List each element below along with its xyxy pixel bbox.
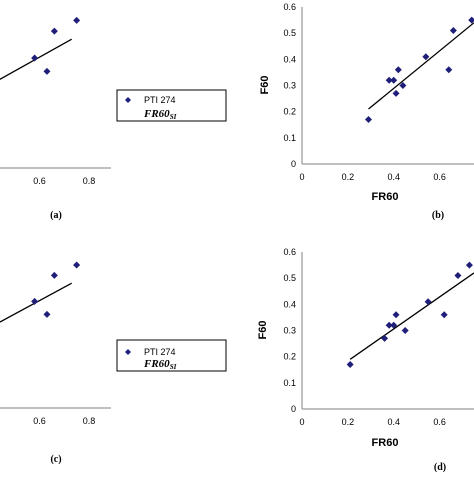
trendline — [349, 272, 474, 360]
x-tick-label: 0 — [299, 172, 304, 182]
panel-label-a: (a) — [50, 210, 62, 221]
data-point — [50, 27, 58, 35]
x-tick-label: 0.2 — [342, 417, 355, 427]
legend-marker-icon — [125, 97, 131, 103]
y-tick-label: 0 — [291, 404, 296, 414]
panel-label-c: (c) — [50, 454, 61, 465]
data-point — [385, 321, 393, 329]
y-tick-label: 0.2 — [283, 107, 296, 117]
x-tick-label: 0.4 — [387, 417, 400, 427]
data-point — [422, 53, 430, 61]
data-point — [73, 261, 81, 269]
data-point — [392, 89, 400, 97]
legend-bottom: PTI 274 FR60SI — [116, 339, 227, 372]
data-point — [468, 16, 474, 24]
data-point — [43, 310, 51, 318]
y-tick-label: 0.6 — [283, 2, 296, 12]
chart-panel-c: 0.6 0.8 (c) — [0, 261, 111, 465]
legend-formula-label: FR60SI — [143, 358, 177, 371]
x-tick-label: 0.6 — [33, 176, 46, 186]
y-tick-label: 0.5 — [283, 28, 296, 38]
data-point — [390, 321, 398, 329]
y-tick-label: 0.3 — [283, 81, 296, 91]
data-point — [392, 311, 400, 319]
y-tick-label: 0.1 — [283, 378, 296, 388]
data-point — [401, 327, 409, 334]
y-tick-label: 0.4 — [283, 299, 296, 309]
data-point — [31, 297, 39, 305]
data-point — [365, 116, 373, 124]
legend-box — [116, 89, 227, 122]
x-tick-labels: 0.6 0.8 — [33, 416, 95, 426]
x-axis-title: FR60 — [372, 191, 399, 203]
data-points — [0, 261, 81, 323]
x-tick-label: 0 — [299, 417, 304, 427]
legend-marker-icon — [125, 349, 131, 355]
legend-top: PTI 274 FR60SI — [116, 89, 227, 122]
y-axis-title: F60 — [259, 76, 271, 95]
legend-formula: FR60 — [143, 108, 170, 120]
legend-series-label: PTI 274 — [144, 347, 176, 357]
axis-tick-labels: 0 0.2 0.4 0.6 0 0.1 0.2 0.3 0.4 0.5 0.6 — [283, 247, 445, 427]
data-point — [50, 271, 58, 279]
data-point — [31, 54, 39, 62]
trendline — [0, 282, 73, 323]
y-tick-label: 0 — [291, 159, 296, 169]
legend-formula-label: FR60SI — [143, 108, 177, 121]
data-point — [454, 272, 462, 280]
data-points — [0, 16, 81, 81]
data-point — [424, 298, 432, 306]
y-tick-label: 0.3 — [283, 326, 296, 336]
x-tick-label: 0.2 — [342, 172, 355, 182]
trendline — [368, 22, 474, 110]
data-point — [43, 67, 51, 75]
data-point — [346, 361, 354, 369]
legend-box — [116, 339, 227, 372]
trendline — [0, 38, 73, 81]
panel-label-b: (b) — [432, 210, 444, 221]
x-tick-label: 0.6 — [33, 416, 46, 426]
y-tick-label: 0.6 — [283, 247, 296, 257]
data-point — [385, 76, 393, 84]
data-point — [73, 16, 81, 24]
legend-formula-sub: SI — [170, 363, 177, 371]
data-point — [390, 76, 398, 84]
data-point — [394, 66, 402, 74]
data-point — [399, 82, 407, 89]
data-point — [440, 311, 448, 319]
axis-tick-labels: 0 0.2 0.4 0.6 0 0.1 0.2 0.3 0.4 0.5 0.6 — [283, 2, 445, 182]
x-tick-label: 0.6 — [433, 172, 446, 182]
y-tick-label: 0.5 — [283, 273, 296, 283]
data-point — [445, 66, 453, 74]
x-tick-label: 0.8 — [83, 176, 96, 186]
chart-panel-a: 0.6 0.8 (a) — [0, 16, 111, 221]
data-point — [449, 27, 457, 35]
legend-formula: FR60 — [143, 358, 170, 370]
chart-panel-d: 0 0.2 0.4 0.6 0 0.1 0.2 0.3 0.4 0.5 0.6 FR60 F60 (… — [257, 247, 474, 473]
data-points — [346, 261, 474, 369]
legend-formula-sub: SI — [170, 113, 177, 121]
y-tick-label: 0.4 — [283, 54, 296, 64]
data-point — [381, 334, 389, 342]
data-points — [365, 16, 474, 124]
y-tick-label: 0.2 — [283, 352, 296, 362]
panel-label-d: (d) — [434, 462, 446, 473]
x-axis-title: FR60 — [372, 437, 399, 449]
x-tick-label: 0.4 — [387, 172, 400, 182]
x-tick-label: 0.8 — [83, 416, 96, 426]
data-point — [465, 261, 473, 269]
x-tick-label: 0.6 — [433, 417, 446, 427]
y-axis-title: F60 — [257, 321, 269, 340]
y-tick-label: 0.1 — [283, 133, 296, 143]
x-tick-labels: 0.6 0.8 — [33, 176, 95, 186]
legend-series-label: PTI 274 — [144, 95, 176, 105]
chart-panel-b: 0 0.2 0.4 0.6 0 0.1 0.2 0.3 0.4 0.5 0.6 FR60 F60 (… — [259, 2, 474, 221]
